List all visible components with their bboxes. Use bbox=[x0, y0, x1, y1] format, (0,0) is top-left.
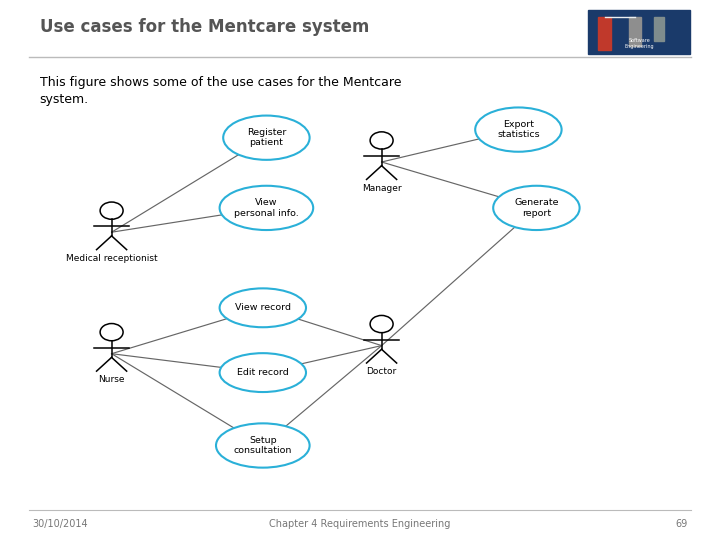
Ellipse shape bbox=[475, 107, 562, 152]
Ellipse shape bbox=[493, 186, 580, 230]
Text: This figure shows some of the use cases for the Mentcare
system.: This figure shows some of the use cases … bbox=[40, 76, 401, 106]
Text: Manager: Manager bbox=[361, 184, 402, 193]
Bar bbox=[598, 17, 611, 50]
Text: Edit record: Edit record bbox=[237, 368, 289, 377]
Text: Doctor: Doctor bbox=[366, 367, 397, 376]
Text: Generate
report: Generate report bbox=[514, 198, 559, 218]
Text: Register
patient: Register patient bbox=[247, 128, 286, 147]
Bar bbox=[654, 17, 665, 41]
Ellipse shape bbox=[220, 186, 313, 230]
Ellipse shape bbox=[220, 353, 306, 392]
Text: Chapter 4 Requirements Engineering: Chapter 4 Requirements Engineering bbox=[269, 519, 451, 530]
Text: Software
Engineering: Software Engineering bbox=[624, 38, 654, 49]
Text: 69: 69 bbox=[675, 519, 688, 530]
Text: View record: View record bbox=[235, 303, 291, 312]
Ellipse shape bbox=[223, 116, 310, 160]
Text: Medical receptionist: Medical receptionist bbox=[66, 254, 158, 263]
Text: Nurse: Nurse bbox=[99, 375, 125, 384]
Text: View
personal info.: View personal info. bbox=[234, 198, 299, 218]
Ellipse shape bbox=[220, 288, 306, 327]
Text: Export
statistics: Export statistics bbox=[497, 120, 540, 139]
Text: 30/10/2014: 30/10/2014 bbox=[32, 519, 88, 530]
Bar bbox=[629, 17, 641, 46]
Text: Use cases for the Mentcare system: Use cases for the Mentcare system bbox=[40, 18, 369, 36]
Ellipse shape bbox=[216, 423, 310, 468]
Text: Setup
consultation: Setup consultation bbox=[233, 436, 292, 455]
